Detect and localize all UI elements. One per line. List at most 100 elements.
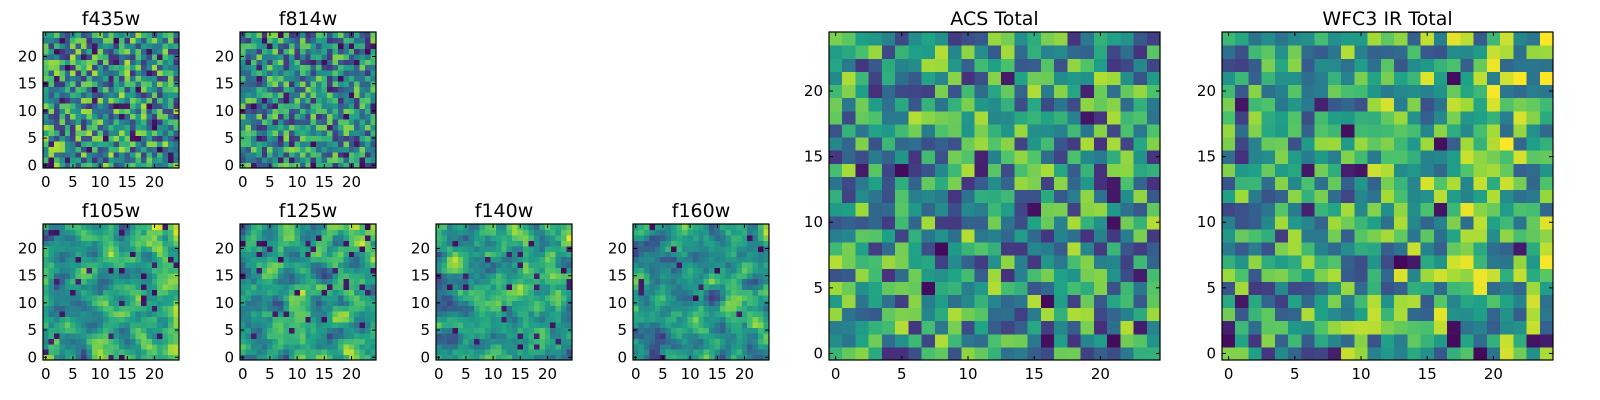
- heatmap-cell: [310, 157, 317, 164]
- heatmap-cell: [310, 234, 317, 241]
- heatmap-cell: [278, 32, 285, 39]
- heatmap-cell: [140, 224, 147, 231]
- heatmap-cell: [321, 321, 328, 328]
- heatmap-cell: [288, 80, 295, 87]
- heatmap-cell: [59, 245, 66, 252]
- heatmap-cell: [1067, 110, 1082, 125]
- heatmap-cell: [70, 37, 77, 44]
- heatmap-cell: [130, 140, 137, 147]
- heatmap-cell: [1261, 294, 1276, 309]
- heatmap-cell: [70, 294, 77, 301]
- heatmap-cell: [961, 84, 976, 99]
- heatmap-cell: [654, 267, 661, 274]
- heatmap-cell: [703, 262, 710, 269]
- heatmap-cell: [305, 86, 312, 93]
- heatmap-cell: [70, 289, 77, 296]
- heatmap-cell: [261, 224, 268, 231]
- heatmap-cell: [474, 305, 481, 312]
- heatmap-cell: [1054, 215, 1068, 230]
- heatmap-cell: [130, 32, 137, 39]
- heatmap-cell: [709, 240, 716, 247]
- heatmap-cell: [86, 245, 93, 252]
- heatmap-cell: [1120, 110, 1135, 125]
- heatmap-cell: [829, 320, 843, 335]
- heatmap-cell: [842, 45, 857, 59]
- heatmap-cell: [146, 311, 153, 318]
- heatmap-cell: [299, 108, 306, 115]
- heatmap-cell: [528, 343, 535, 350]
- heatmap-cell: [48, 240, 55, 247]
- heatmap-cell: [741, 311, 748, 318]
- heatmap-cell: [671, 224, 678, 231]
- heatmap-cell: [1341, 189, 1355, 204]
- heatmap-cell: [506, 229, 513, 236]
- heatmap-cell: [327, 70, 334, 77]
- heatmap-cell: [278, 102, 285, 109]
- heatmap-cell: [157, 321, 164, 328]
- heatmap-cell: [758, 278, 765, 285]
- heatmap-cell: [86, 162, 93, 169]
- heatmap-cell: [692, 234, 699, 241]
- heatmap-cell: [741, 267, 748, 274]
- heatmap-cell: [173, 294, 180, 301]
- heatmap-cell: [1380, 333, 1395, 348]
- heatmap-cell: [108, 91, 115, 98]
- heatmap-cell: [75, 311, 82, 318]
- heatmap-cell: [332, 262, 339, 269]
- heatmap-cell: [97, 102, 104, 109]
- heatmap-cell: [1314, 307, 1329, 322]
- heatmap-cell: [288, 53, 295, 60]
- heatmap-cell: [305, 251, 312, 258]
- heatmap-cell: [267, 75, 274, 82]
- heatmap-cell: [1107, 307, 1121, 322]
- heatmap-cell: [245, 42, 252, 49]
- heatmap-cell: [245, 321, 252, 328]
- heatmap-cell: [709, 289, 716, 296]
- heatmap-cell: [283, 59, 290, 66]
- heatmap-cell: [240, 157, 247, 164]
- heatmap-cell: [113, 157, 120, 164]
- heatmap-cell: [747, 283, 754, 290]
- heatmap-cell: [359, 349, 366, 356]
- heatmap-cell: [59, 338, 66, 345]
- heatmap-cell: [474, 224, 481, 231]
- heatmap-cell: [261, 234, 268, 241]
- heatmap-cell: [48, 234, 55, 241]
- heatmap-cell: [506, 300, 513, 307]
- heatmap-cell: [703, 256, 710, 263]
- heatmap-cell: [881, 241, 896, 256]
- heatmap-cell: [327, 294, 334, 301]
- heatmap-cell: [354, 240, 361, 247]
- heatmap-cell: [1235, 294, 1250, 309]
- heatmap-cell: [151, 283, 158, 290]
- heatmap-cell: [484, 283, 491, 290]
- heatmap-cell: [256, 64, 263, 71]
- heatmap-cell: [305, 305, 312, 312]
- heatmap-cell: [283, 283, 290, 290]
- heatmap-cell: [452, 256, 459, 263]
- heatmap-cell: [59, 157, 66, 164]
- heatmap-cell: [741, 229, 748, 236]
- heatmap-cell: [48, 162, 55, 169]
- heatmap-cell: [310, 272, 317, 279]
- heatmap-cell: [305, 354, 312, 361]
- heatmap-cell: [299, 162, 306, 169]
- heatmap-cell: [974, 150, 989, 164]
- heatmap-cell: [1054, 333, 1068, 348]
- heatmap-cell: [327, 91, 334, 98]
- heatmap-cell: [974, 71, 989, 86]
- heatmap-cell: [81, 140, 88, 147]
- heatmap-cell: [544, 262, 551, 269]
- heatmap-cell: [327, 42, 334, 49]
- heatmap-cell: [457, 321, 464, 328]
- heatmap-cell: [283, 102, 290, 109]
- heatmap-cell: [1288, 281, 1303, 295]
- heatmap-cell: [974, 123, 989, 138]
- heatmap-cell: [1447, 228, 1461, 243]
- heatmap-cell: [267, 135, 274, 142]
- heatmap-cell: [151, 64, 158, 71]
- heatmap-cell: [272, 157, 279, 164]
- heatmap-cell: [703, 316, 710, 323]
- heatmap-cell: [75, 256, 82, 263]
- heatmap-cell: [934, 136, 949, 151]
